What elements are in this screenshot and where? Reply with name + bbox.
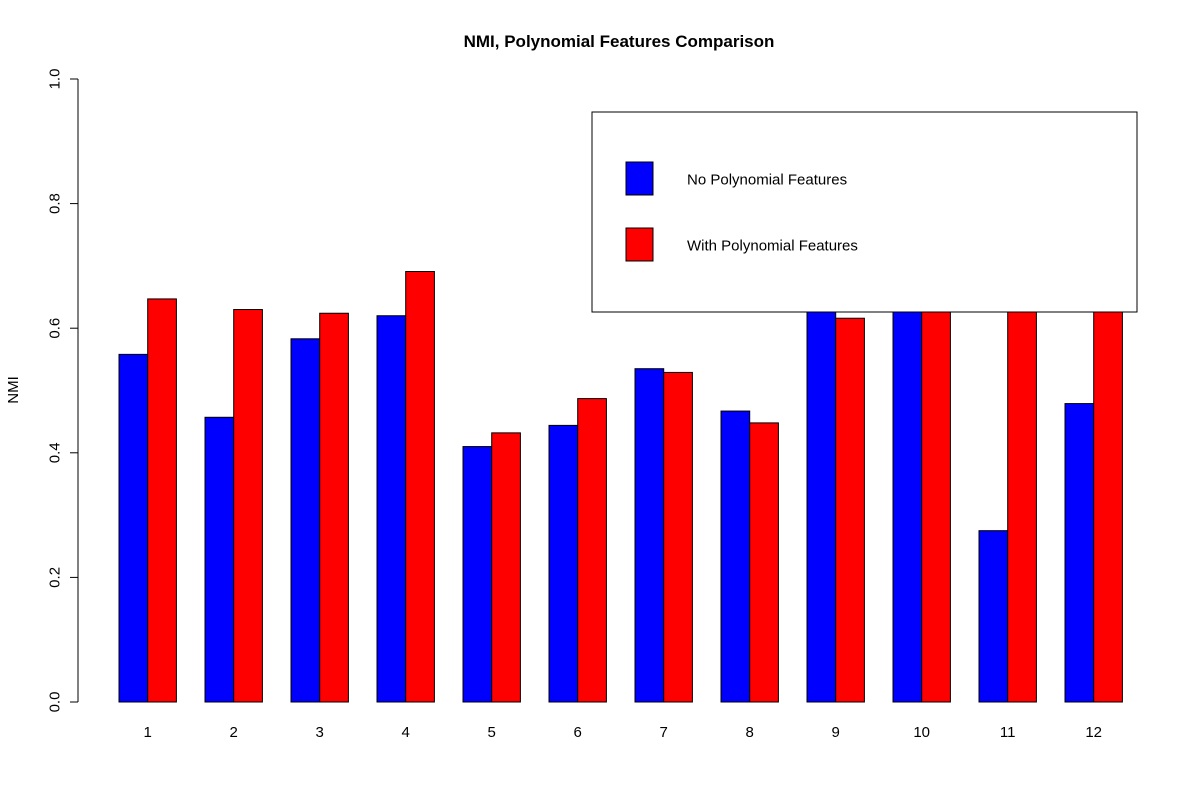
x-tick-label: 12: [1085, 724, 1102, 741]
x-tick-label: 2: [230, 724, 238, 741]
bar: [491, 432, 521, 703]
y-tick-label: 1.0: [46, 69, 63, 90]
bar: [1093, 290, 1123, 703]
x-tick-label: 7: [660, 724, 668, 741]
bar: [749, 422, 779, 703]
x-tick-label: 8: [746, 724, 754, 741]
bar: [835, 317, 865, 703]
x-tick-label: 3: [316, 724, 324, 741]
y-axis: 0.0 0.2 0.4 0.6 0.8 1.0: [46, 69, 79, 713]
bar: [720, 410, 751, 703]
y-axis-label: NMI: [5, 376, 22, 404]
bar: [405, 271, 435, 703]
legend-swatch: [625, 227, 654, 262]
x-tick-labels: 1 2 3 4 5 6 7 8 9 10 11 12: [144, 724, 1103, 741]
x-tick-label: 9: [832, 724, 840, 741]
bar: [978, 530, 1009, 703]
y-tick-label: 0.0: [46, 692, 63, 713]
legend-entry-label: No Polynomial Features: [687, 171, 847, 188]
x-tick-label: 11: [1000, 724, 1016, 741]
bar: [548, 424, 579, 703]
y-tick-label: 0.4: [46, 442, 63, 463]
bar: [204, 416, 235, 703]
bar: [462, 446, 493, 703]
bars-group: [118, 271, 1123, 703]
bar: [634, 368, 665, 703]
legend: No Polynomial Features With Polynomial Fe…: [591, 111, 1138, 313]
y-tick-label: 0.2: [46, 567, 63, 588]
bar: [806, 290, 837, 703]
bar: [319, 312, 349, 703]
bar: [921, 290, 951, 703]
bar: [663, 371, 693, 703]
bar: [1007, 290, 1037, 703]
bar: [577, 398, 607, 703]
bar: [233, 309, 263, 703]
legend-swatch: [625, 161, 654, 196]
legend-entry-label: With Polynomial Features: [687, 237, 858, 254]
bar: [892, 290, 923, 703]
x-tick-label: 1: [144, 724, 152, 741]
bar: [147, 298, 177, 703]
x-tick-label: 10: [913, 724, 930, 741]
chart-title: NMI, Polynomial Features Comparison: [464, 32, 775, 51]
legend-box: [591, 111, 1138, 313]
bar: [1064, 403, 1095, 703]
x-tick-label: 6: [574, 724, 582, 741]
bar: [290, 338, 321, 703]
bar: [376, 315, 407, 703]
x-tick-label: 5: [488, 724, 496, 741]
x-tick-label: 4: [402, 724, 410, 741]
y-tick-label: 0.8: [46, 193, 63, 214]
bar: [118, 353, 149, 703]
y-tick-label: 0.6: [46, 318, 63, 339]
